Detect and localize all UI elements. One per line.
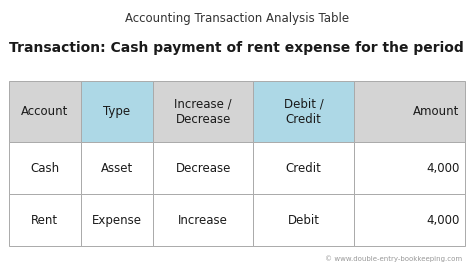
- Text: Increase /
Decrease: Increase / Decrease: [174, 97, 232, 126]
- Text: Account: Account: [21, 105, 68, 118]
- Bar: [81, 81, 153, 142]
- Bar: [254, 81, 354, 142]
- Text: Debit /
Credit: Debit / Credit: [284, 97, 324, 126]
- Text: Expense: Expense: [92, 214, 142, 227]
- Bar: [9, 194, 81, 246]
- Text: Transaction: Cash payment of rent expense for the period: Transaction: Cash payment of rent expens…: [9, 41, 463, 55]
- Text: Increase: Increase: [178, 214, 228, 227]
- Text: Cash: Cash: [30, 162, 59, 174]
- Bar: [254, 142, 354, 194]
- Text: Amount: Amount: [413, 105, 460, 118]
- Text: Debit: Debit: [288, 214, 319, 227]
- Text: Asset: Asset: [100, 162, 133, 174]
- Bar: [254, 194, 354, 246]
- Text: Rent: Rent: [31, 214, 58, 227]
- Bar: [153, 81, 254, 142]
- Text: Type: Type: [103, 105, 130, 118]
- Bar: [354, 81, 465, 142]
- Bar: [354, 142, 465, 194]
- Bar: [153, 142, 254, 194]
- Bar: [81, 194, 153, 246]
- Bar: [9, 142, 81, 194]
- Text: 4,000: 4,000: [427, 214, 460, 227]
- Bar: [153, 194, 254, 246]
- Bar: [354, 194, 465, 246]
- Text: 4,000: 4,000: [427, 162, 460, 174]
- Bar: [81, 142, 153, 194]
- Text: Accounting Transaction Analysis Table: Accounting Transaction Analysis Table: [125, 12, 349, 25]
- Text: Decrease: Decrease: [175, 162, 231, 174]
- Text: Credit: Credit: [286, 162, 322, 174]
- Text: © www.double-entry-bookkeeping.com: © www.double-entry-bookkeeping.com: [325, 255, 462, 262]
- Bar: [9, 81, 81, 142]
